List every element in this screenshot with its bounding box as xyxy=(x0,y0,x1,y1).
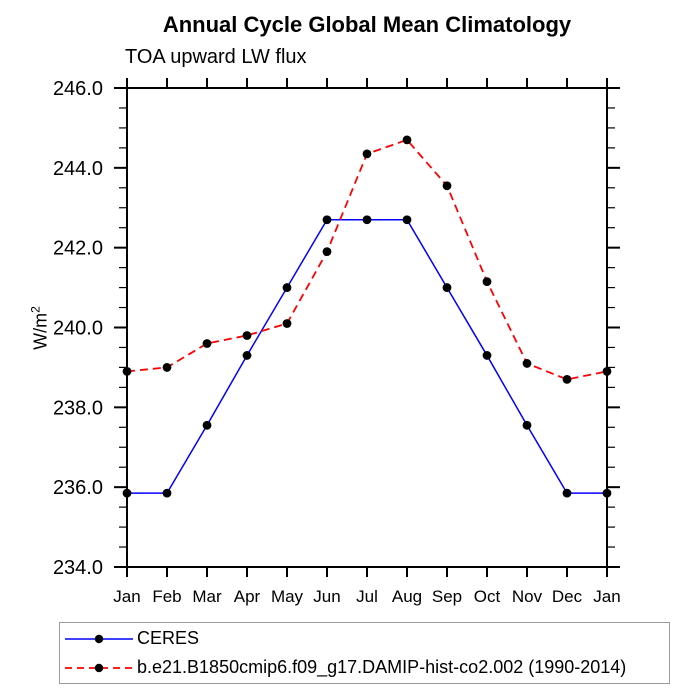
y-tick-label: 240.0 xyxy=(53,318,103,340)
x-tick-label: Mar xyxy=(192,587,222,606)
y-tick-label: 246.0 xyxy=(53,78,103,100)
y-tick-label: 244.0 xyxy=(53,158,103,180)
legend-item-ceres: CERES xyxy=(63,624,669,653)
x-tick-label: Apr xyxy=(234,587,261,606)
x-tick-label: Sep xyxy=(432,587,462,606)
data-point-marker xyxy=(442,283,452,292)
model-line-sample-icon xyxy=(65,663,133,672)
data-point-marker xyxy=(362,149,372,159)
y-axis-ticks xyxy=(114,87,620,568)
data-point-marker xyxy=(602,488,612,498)
data-point-marker xyxy=(482,351,492,360)
y-tick-label: 238.0 xyxy=(53,397,103,419)
axes xyxy=(126,87,608,568)
x-tick-label: Jun xyxy=(313,587,340,606)
legend: CERES b.e21.B1850cmip6.f09_g17.DAMIP-his… xyxy=(59,622,670,684)
x-tick-label: Oct xyxy=(474,587,501,606)
data-point-marker xyxy=(522,359,532,368)
data-point-marker xyxy=(282,319,292,328)
x-axis-tick-labels: Jan Feb Mar Apr May Jun Jul Aug Sep Oct Nov Dec Jan xyxy=(113,587,620,606)
data-point-marker xyxy=(442,181,452,191)
data-point-marker xyxy=(322,247,332,257)
series-model xyxy=(122,135,612,384)
legend-label-ceres: CERES xyxy=(137,628,200,648)
data-point-marker xyxy=(402,135,412,145)
chart-subtitle: TOA upward LW flux xyxy=(125,46,307,68)
data-point-marker xyxy=(282,283,292,292)
chart-title: Annual Cycle Global Mean Climatology xyxy=(162,12,572,37)
plot-frame xyxy=(126,87,608,568)
ceres-line-sample-icon xyxy=(65,634,133,643)
data-point-marker xyxy=(202,339,212,348)
data-point-marker xyxy=(562,488,572,498)
data-point-marker xyxy=(362,215,372,225)
x-tick-label: Jul xyxy=(356,587,378,606)
x-tick-label: Aug xyxy=(392,587,422,606)
x-tick-label: Jan xyxy=(593,587,620,606)
legend-label-model: b.e21.B1850cmip6.f09_g17.DAMIP-hist-co2.… xyxy=(137,657,627,677)
data-point-marker xyxy=(242,331,252,340)
x-tick-label: Jan xyxy=(113,587,140,606)
x-axis-ticks xyxy=(126,78,608,577)
series-line xyxy=(126,138,608,381)
y-axis-tick-labels: 234.0 236.0 238.0 240.0 242.0 244.0 246.0 xyxy=(53,78,103,579)
data-point-marker xyxy=(242,351,252,360)
series-ceres xyxy=(122,215,612,498)
x-tick-label: May xyxy=(271,587,304,606)
data-point-marker xyxy=(402,215,412,225)
series-line xyxy=(127,218,607,494)
data-point-marker xyxy=(562,374,572,384)
x-tick-label: Feb xyxy=(152,587,181,606)
data-point-marker xyxy=(122,367,132,376)
ceres-sample-marker xyxy=(94,634,104,643)
x-tick-label: Nov xyxy=(512,587,543,606)
y-tick-label: 242.0 xyxy=(53,238,103,260)
data-point-marker xyxy=(162,363,172,372)
data-point-marker xyxy=(482,277,492,286)
data-point-marker xyxy=(122,488,132,498)
model-sample-marker xyxy=(94,663,104,672)
y-tick-label: 234.0 xyxy=(53,557,103,579)
data-point-marker xyxy=(162,488,172,498)
legend-item-model: b.e21.B1850cmip6.f09_g17.DAMIP-hist-co2.… xyxy=(63,653,669,682)
data-point-marker xyxy=(602,367,612,376)
data-point-marker xyxy=(202,420,212,430)
x-tick-label: Dec xyxy=(552,587,583,606)
data-point-marker xyxy=(522,420,532,430)
data-point-marker xyxy=(322,215,332,225)
y-tick-label: 236.0 xyxy=(53,477,103,499)
